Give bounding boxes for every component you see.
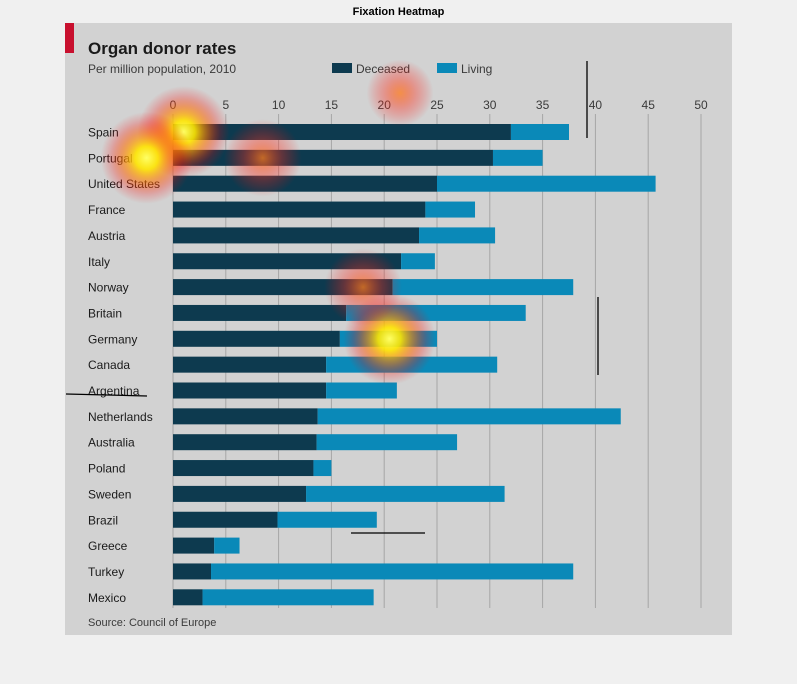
bar-living <box>202 589 374 606</box>
category-label: Netherlands <box>88 410 153 424</box>
category-label: Sweden <box>88 487 131 501</box>
bar-deceased <box>173 511 278 528</box>
x-tick-labels: 05101520253035404550 <box>170 98 708 112</box>
bar-living <box>306 485 505 502</box>
bar-living <box>401 253 435 270</box>
bar-deceased <box>173 589 203 606</box>
heatmap-hotspot <box>324 248 402 326</box>
category-label: Mexico <box>88 591 126 605</box>
x-tick-label: 25 <box>430 98 444 112</box>
x-tick-label: 45 <box>642 98 656 112</box>
legend-swatch-deceased <box>332 63 352 73</box>
scribble-line <box>65 393 148 397</box>
bar-living <box>425 201 476 218</box>
bar-deceased <box>173 408 318 425</box>
bar-living <box>510 124 569 140</box>
x-tick-label: 5 <box>222 98 229 112</box>
legend-label-living: Living <box>461 62 492 76</box>
heatmap-hotspot <box>223 119 302 197</box>
category-label: France <box>88 203 126 217</box>
fixation-heatmap-overlay <box>100 59 436 385</box>
category-label: Germany <box>88 332 137 346</box>
x-tick-label: 50 <box>694 98 708 112</box>
bar-living <box>437 175 656 192</box>
bar-deceased <box>173 460 314 477</box>
figure-title: Fixation Heatmap <box>352 6 445 18</box>
chart-title: Organ donor rates <box>88 39 236 58</box>
category-label: Norway <box>88 281 129 295</box>
bar-deceased <box>173 175 437 192</box>
scribble-marks <box>65 61 599 534</box>
category-label: Greece <box>88 539 128 553</box>
x-tick-label: 40 <box>589 98 603 112</box>
bar-deceased <box>173 563 212 580</box>
category-label: Brazil <box>88 513 118 527</box>
bar-deceased <box>173 304 347 321</box>
bar-living <box>211 563 574 580</box>
x-tick-label: 35 <box>536 98 550 112</box>
bar-living <box>392 279 574 296</box>
bar-living <box>316 434 458 451</box>
heatmap-hotspot <box>100 111 193 204</box>
category-label: Poland <box>88 462 125 476</box>
bar-living <box>313 460 332 477</box>
chart-source: Source: Council of Europe <box>88 617 216 629</box>
bar-deceased <box>173 227 420 244</box>
category-label: Austria <box>88 229 126 243</box>
category-label: Canada <box>88 358 130 372</box>
bar-living <box>492 149 543 166</box>
bar-living <box>317 408 621 425</box>
bar-deceased <box>173 330 340 347</box>
category-label: Italy <box>88 255 110 269</box>
bar-living <box>326 382 397 399</box>
bar-living <box>277 511 377 528</box>
x-tick-label: 10 <box>272 98 286 112</box>
accent-bar <box>65 23 74 53</box>
bar-deceased <box>173 382 327 399</box>
bar-deceased <box>173 356 327 373</box>
bar-deceased <box>173 201 426 218</box>
chart-subtitle: Per million population, 2010 <box>88 62 236 76</box>
bar-living <box>419 227 496 244</box>
category-label: Britain <box>88 306 122 320</box>
chart-svg: Organ donor rates Per million population… <box>65 23 708 629</box>
bar-deceased <box>173 434 317 451</box>
x-tick-label: 30 <box>483 98 497 112</box>
heatmap-hotspot <box>366 59 434 127</box>
x-tick-label: 15 <box>325 98 339 112</box>
bar-living <box>214 537 240 554</box>
bar-deceased <box>173 537 215 554</box>
bar-deceased <box>173 485 307 502</box>
chart-panel: Organ donor rates Per million population… <box>65 23 732 635</box>
legend-swatch-living <box>437 63 457 73</box>
category-label: Turkey <box>88 565 124 579</box>
category-label: Australia <box>88 436 135 450</box>
